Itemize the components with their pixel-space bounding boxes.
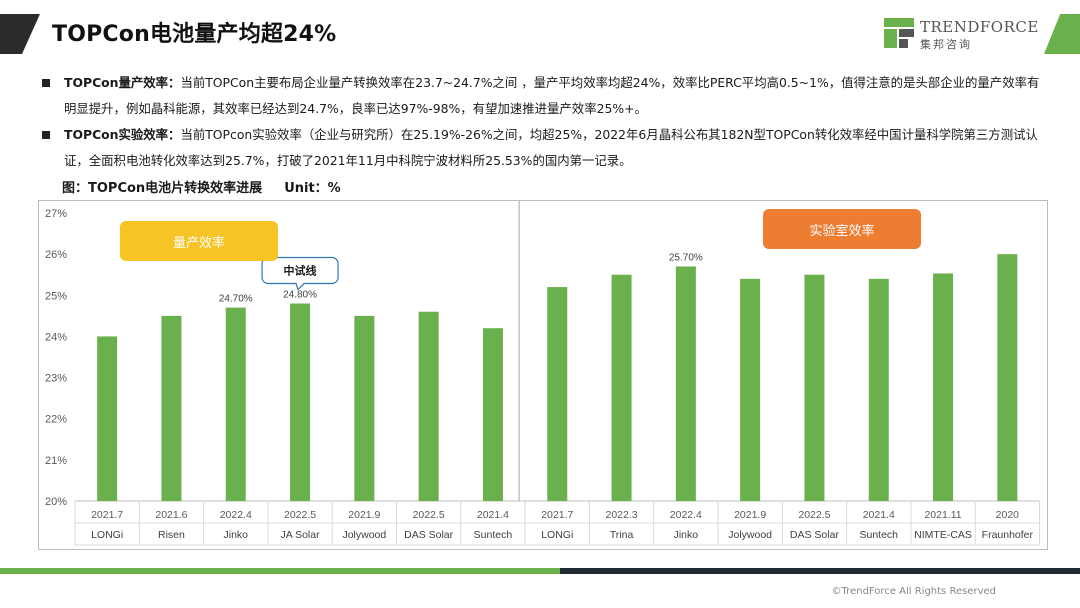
y-tick-label: 22%: [45, 414, 67, 426]
x-company-label: DAS Solar: [404, 529, 454, 541]
bullet-label: TOPCon实验效率：: [64, 127, 181, 142]
trendforce-logo: TRENDFORCE 集邦咨询: [884, 16, 1038, 52]
chart-caption-unit: Unit：%: [284, 181, 341, 196]
chart-caption-title: 图：TOPCon电池片转换效率进展: [62, 181, 263, 196]
bar-data-label: 24.80%: [283, 290, 317, 301]
callout-text: 中试线: [284, 264, 317, 278]
bar: [997, 254, 1018, 501]
page-title: TOPCon电池量产均超24%: [52, 22, 337, 47]
group-label: 量产效率: [173, 235, 225, 250]
x-date-label: 2021.7: [541, 509, 573, 521]
x-date-label: 2021.9: [348, 509, 380, 521]
x-company-label: Fraunhofer: [982, 529, 1034, 541]
x-date-label: 2021.9: [734, 509, 766, 521]
x-company-label: Suntech: [859, 529, 898, 541]
x-company-label: Jinko: [223, 529, 248, 541]
x-date-label: 2022.5: [798, 509, 830, 521]
bar: [547, 287, 568, 501]
bar: [225, 307, 246, 501]
x-date-label: 2021.11: [924, 509, 961, 521]
x-date-label: 2021.6: [155, 509, 187, 521]
bar: [933, 273, 954, 501]
x-company-label: Jolywood: [342, 529, 386, 541]
y-tick-label: 24%: [45, 331, 67, 343]
x-date-label: 2021.7: [91, 509, 123, 521]
group-label-box: [120, 221, 279, 261]
bar: [675, 266, 696, 501]
efficiency-bar-chart: 20% 21% 22% 23% 24% 25% 26% 27% 2021.7 LONGi 2021.…: [45, 201, 1040, 546]
bar: [868, 278, 889, 501]
x-company-label: Suntech: [474, 529, 513, 541]
x-date-label: 2021.4: [863, 509, 895, 521]
x-company-label: Jinko: [674, 529, 699, 541]
y-tick-label: 23%: [45, 373, 67, 385]
x-date-label: 2022.4: [220, 509, 252, 521]
bullet-list: TOPCon量产效率：当前TOPCon主要布局企业量产转换效率在23.7~24.…: [40, 70, 1050, 174]
bar: [97, 336, 118, 501]
footer-bar-dark: [560, 568, 1080, 574]
group-label: 实验室效率: [810, 223, 875, 238]
bullet-text: 当前TOPCon主要布局企业量产转换效率在23.7~24.7%之间 ，量产平均效…: [64, 75, 1040, 116]
logo-subtitle: 集邦咨询: [920, 38, 972, 51]
x-date-label: 2022.4: [670, 509, 702, 521]
x-company-label: JA Solar: [280, 529, 320, 541]
bullet-square-icon: [42, 79, 50, 87]
x-date-label: 2022.5: [413, 509, 445, 521]
x-company-label: LONGi: [91, 529, 123, 541]
callout-bubble: [261, 256, 339, 291]
x-company-label: LONGi: [541, 529, 573, 541]
bullet-text: 当前TOPcon实验效率（企业与研究所）在25.19%-26%之间，均超25%，…: [64, 127, 1038, 168]
y-tick-label: 26%: [45, 249, 67, 261]
chart-frame: 20% 21% 22% 23% 24% 25% 26% 27% 2021.7 LONGi 2021.…: [38, 200, 1048, 550]
y-tick-label: 20%: [45, 496, 67, 508]
bar: [354, 315, 375, 501]
header-right-decoration: [1044, 14, 1080, 54]
bullet-label: TOPCon量产效率：: [64, 75, 181, 90]
x-company-label: Trina: [610, 529, 634, 541]
y-tick-label: 25%: [45, 290, 67, 302]
bar-data-label: 24.70%: [219, 294, 253, 305]
y-tick-label: 27%: [45, 208, 67, 220]
bar: [418, 311, 439, 501]
bar-data-label: 25.70%: [669, 252, 703, 263]
bar: [611, 274, 632, 501]
bar: [804, 274, 825, 501]
bullet-lab-efficiency: TOPCon实验效率：当前TOPcon实验效率（企业与研究所）在25.19%-2…: [40, 122, 1050, 174]
x-date-label: 2020: [996, 509, 1020, 521]
x-company-label: Jolywood: [728, 529, 772, 541]
logo-name: TRENDFORCE: [920, 18, 1039, 36]
bar: [482, 328, 503, 501]
x-date-label: 2022.5: [284, 509, 316, 521]
footer-bar-green: [0, 568, 560, 574]
copyright-notice: ©TrendForce All Rights Reserved: [831, 586, 996, 597]
x-date-label: 2022.3: [605, 509, 637, 521]
x-company-label: DAS Solar: [790, 529, 840, 541]
group-label-box: [763, 209, 922, 249]
y-tick-label: 21%: [45, 455, 67, 467]
x-company-label: NIMTE-CAS: [914, 529, 972, 541]
bar: [740, 278, 761, 501]
bar: [290, 303, 311, 501]
x-company-label: Risen: [158, 529, 185, 541]
header-left-decoration: [0, 14, 40, 54]
x-date-label: 2021.4: [477, 509, 509, 521]
bullet-mass-production: TOPCon量产效率：当前TOPCon主要布局企业量产转换效率在23.7~24.…: [40, 70, 1050, 122]
bullet-square-icon: [42, 131, 50, 139]
trendforce-logo-icon: [884, 18, 914, 48]
bar: [161, 315, 182, 501]
chart-caption: 图：TOPCon电池片转换效率进展 Unit：%: [62, 177, 341, 196]
